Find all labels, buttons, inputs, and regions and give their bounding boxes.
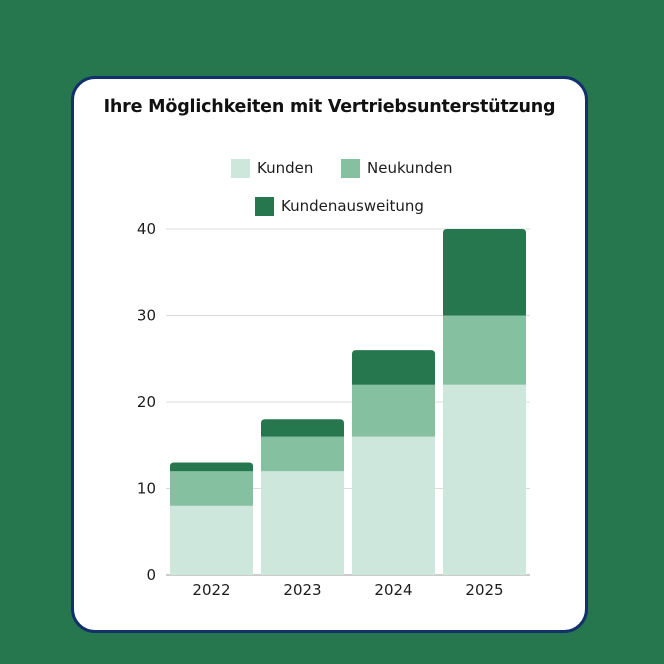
bar-segment-kunden — [443, 384, 526, 575]
legend-swatch — [255, 197, 274, 216]
bar-segment-kundenausweitung — [352, 350, 435, 385]
bar-segment-kundenausweitung — [261, 419, 344, 437]
bar-segment-kunden — [352, 436, 435, 575]
y-tick-label: 30 — [137, 307, 156, 325]
y-tick-label: 40 — [137, 220, 156, 238]
bar-group — [352, 350, 435, 575]
x-tick-label: 2023 — [283, 581, 321, 599]
legend-swatch — [231, 159, 250, 178]
y-tick-label: 0 — [146, 566, 156, 584]
bar-group — [443, 229, 526, 575]
chart-title: Ihre Möglichkeiten mit Vertriebsunterstü… — [103, 97, 556, 117]
bar-segment-neukunden — [170, 471, 253, 506]
legend-item-kundenausweitung: Kundenausweitung — [255, 197, 424, 216]
y-tick-label: 20 — [137, 393, 156, 411]
x-tick-label: 2022 — [192, 581, 230, 599]
bar-segment-kundenausweitung — [443, 229, 526, 316]
legend: Kunden Neukunden Kundenausweitung — [231, 159, 452, 216]
legend-item-kunden: Kunden — [231, 159, 313, 178]
y-axis: 0 10 20 30 40 — [137, 220, 156, 584]
legend-item-neukunden: Neukunden — [341, 159, 452, 178]
x-tick-label: 2025 — [465, 581, 503, 599]
bar-segment-kunden — [170, 505, 253, 575]
legend-label: Neukunden — [367, 159, 452, 177]
bar-segment-neukunden — [443, 315, 526, 385]
legend-label: Kundenausweitung — [281, 197, 424, 215]
bar-segment-kunden — [261, 471, 344, 575]
bar-segment-neukunden — [261, 436, 344, 472]
bars — [170, 229, 526, 575]
legend-label: Kunden — [257, 159, 313, 177]
bar-segment-kundenausweitung — [170, 462, 253, 472]
x-axis: 2022 2023 2024 2025 — [192, 581, 503, 599]
bar-segment-neukunden — [352, 384, 435, 437]
x-tick-label: 2024 — [374, 581, 412, 599]
bar-group — [170, 462, 253, 575]
bar-group — [261, 419, 344, 575]
y-tick-label: 10 — [137, 480, 156, 498]
legend-swatch — [341, 159, 360, 178]
